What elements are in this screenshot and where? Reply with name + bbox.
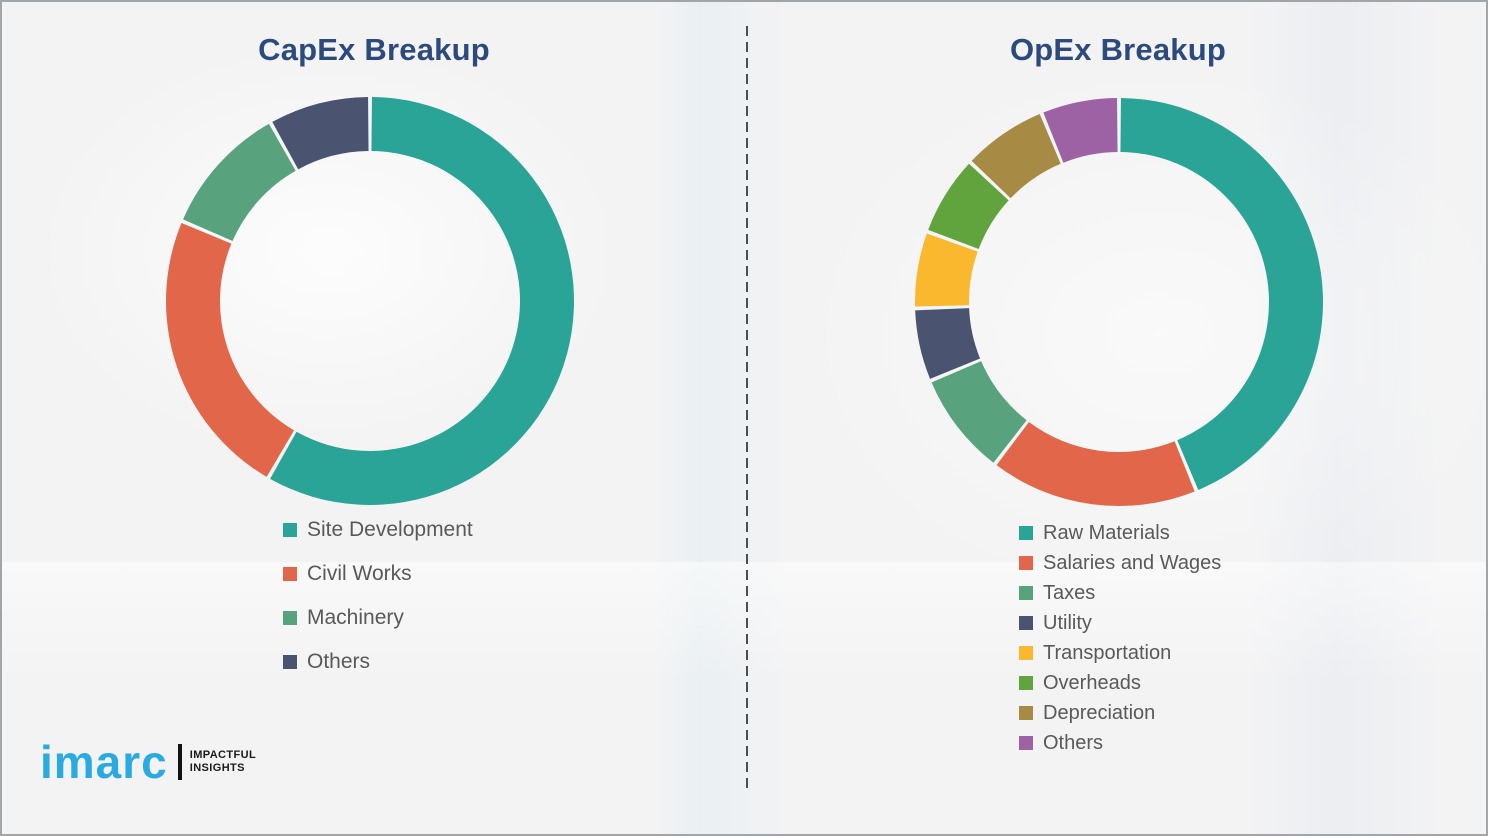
capex-title: CapEx Breakup [258,32,490,67]
capex-donut-chart [165,97,574,505]
opex-breakup-segment-raw-materials [1120,98,1323,490]
legend-label-civil-works: Civil Works [307,562,412,585]
opex-breakup-segment-salaries-and-wages [996,421,1195,506]
imarc-logo-text: imarc [40,736,168,788]
legend-label-site-development: Site Development [307,518,473,541]
legend-swatch-overheads [1019,676,1033,690]
imarc-logo: imarc IMPACTFUL INSIGHTS [40,739,256,785]
legend-label-others: Others [1043,731,1104,754]
legend-label-utility: Utility [1043,611,1092,634]
legend-item-others: Others [1019,728,1221,758]
capex-breakup-segment-others [272,97,369,170]
legend-item-utility: Utility [1019,608,1221,638]
logo-separator-bar [177,744,182,780]
capex-legend: Site Development Civil Works Machinery Othe… [283,508,473,684]
opex-breakup-segment-transportation [915,233,978,307]
legend-label-others: Others [307,650,371,673]
opex-breakup-segment-depreciation [971,114,1061,199]
legend-label-transportation: Transportation [1043,641,1172,664]
legend-swatch-utility [1019,616,1033,630]
opex-breakup-segment-taxes [931,361,1027,463]
logo-tagline-line2: INSIGHTS [189,762,245,774]
opex-legend: Raw Materials Salaries and Wages Taxes Util… [1019,518,1221,758]
legend-item-depreciation: Depreciation [1019,698,1221,728]
legend-swatch-site-development [283,523,297,537]
legend-item-raw-materials: Raw Materials [1019,518,1221,548]
legend-item-others: Others [283,640,473,684]
legend-swatch-others [283,655,297,669]
opex-breakup-segment-utility [915,308,981,379]
legend-item-transportation: Transportation [1019,638,1221,668]
logo-tagline: IMPACTFUL INSIGHTS [190,749,256,775]
logo-tagline-line1: IMPACTFUL [189,748,257,761]
opex-breakup-segment-others [1043,98,1118,163]
capex-breakup-segment-site-development [270,97,574,505]
legend-item-taxes: Taxes [1019,578,1221,608]
opex-donut-chart [915,98,1323,506]
legend-item-site-development: Site Development [283,508,473,552]
legend-label-depreciation: Depreciation [1043,701,1156,724]
legend-swatch-depreciation [1019,706,1033,720]
legend-item-civil-works: Civil Works [283,552,473,596]
legend-item-machinery: Machinery [283,596,473,640]
legend-label-salaries-and-wages: Salaries and Wages [1043,551,1222,574]
opex-breakup-segment-overheads [928,163,1009,249]
legend-label-overheads: Overheads [1043,671,1141,694]
legend-label-taxes: Taxes [1043,581,1096,604]
divider-dashed-line [746,26,748,792]
capex-breakup-segment-machinery [183,123,296,241]
legend-label-raw-materials: Raw Materials [1043,521,1170,544]
legend-swatch-salaries-and-wages [1019,556,1033,570]
legend-item-salaries-and-wages: Salaries and Wages [1019,548,1221,578]
legend-label-machinery: Machinery [307,606,404,629]
legend-swatch-others [1019,736,1033,750]
legend-swatch-transportation [1019,646,1033,660]
opex-title: OpEx Breakup [1009,32,1227,67]
legend-swatch-machinery [283,611,297,625]
legend-item-overheads: Overheads [1019,668,1221,698]
legend-swatch-raw-materials [1019,526,1033,540]
legend-swatch-civil-works [283,567,297,581]
legend-swatch-taxes [1019,586,1033,600]
capex-breakup-segment-civil-works [165,222,295,477]
